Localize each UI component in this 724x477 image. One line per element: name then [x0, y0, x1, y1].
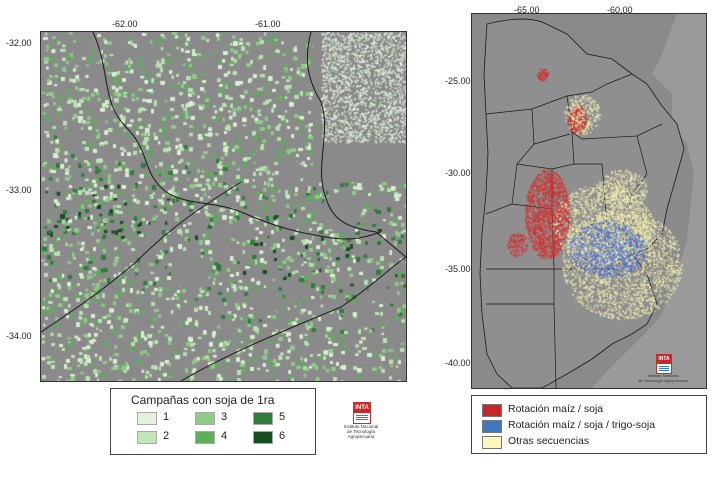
y-tick-right-4: -40.00: [445, 358, 471, 368]
inta-logo: INTA: [353, 402, 371, 424]
legend-label-5: 5: [279, 411, 286, 423]
legend-swatch-maiz-soja: [482, 404, 502, 417]
x-tick-right-1: -65.00: [514, 5, 540, 15]
legend-swatch-1: [137, 412, 157, 425]
legend-swatch-2: [137, 431, 157, 444]
legend-swatch-3: [195, 412, 215, 425]
rotation-legend: Rotación maíz / soja Rotación maíz / soj…: [471, 395, 707, 454]
y-tick-left-3: -34.00: [6, 331, 32, 341]
y-tick-left-2: -33.00: [6, 185, 32, 195]
inta-logo-right: INTA: [656, 354, 672, 374]
legend-label-2: 2: [163, 430, 170, 442]
legend-swatch-5: [253, 412, 273, 425]
y-tick-right-3: -35.00: [445, 264, 471, 274]
legend-label-4: 4: [221, 430, 228, 442]
legend-label-maiz-soja-trigo: Rotación maíz / soja / trigo-soja: [508, 419, 656, 431]
legend-title: Campañas con soja de 1ra: [131, 393, 275, 407]
inta-caption: Instituto Nacional de Tecnología Agropec…: [343, 424, 379, 439]
x-tick-left-2: -61.00: [255, 19, 281, 29]
y-tick-right-1: -25.00: [445, 76, 471, 86]
legend-label-6: 6: [279, 430, 286, 442]
legend-swatch-4: [195, 431, 215, 444]
inta-caption-right: Instituto Nacional de Tecnología Agropec…: [638, 373, 688, 383]
legend-label-otras: Otras secuencias: [508, 435, 590, 447]
rotation-map[interactable]: INTA Instituto Nacional de Tecnología Ag…: [471, 13, 707, 389]
legend-label-1: 1: [163, 411, 170, 423]
y-tick-left-1: -32.00: [6, 38, 32, 48]
legend-swatch-otras: [482, 436, 502, 449]
x-tick-left-1: -62.00: [112, 19, 138, 29]
legend-swatch-6: [253, 431, 273, 444]
y-tick-right-2: -30.00: [445, 168, 471, 178]
legend-swatch-maiz-soja-trigo: [482, 420, 502, 433]
soy-legend: Campañas con soja de 1ra 1 2 3 4 5 6: [110, 388, 316, 455]
rotation-raster-layer: [472, 14, 706, 388]
inta-mark-right: INTA: [657, 355, 671, 364]
soy-campaigns-map[interactable]: [40, 31, 407, 382]
inta-mark: INTA: [354, 403, 370, 413]
x-tick-right-2: -60.00: [607, 5, 633, 15]
legend-label-maiz-soja: Rotación maíz / soja: [508, 403, 604, 415]
legend-label-3: 3: [221, 411, 228, 423]
province-boundaries-left: [41, 32, 406, 381]
